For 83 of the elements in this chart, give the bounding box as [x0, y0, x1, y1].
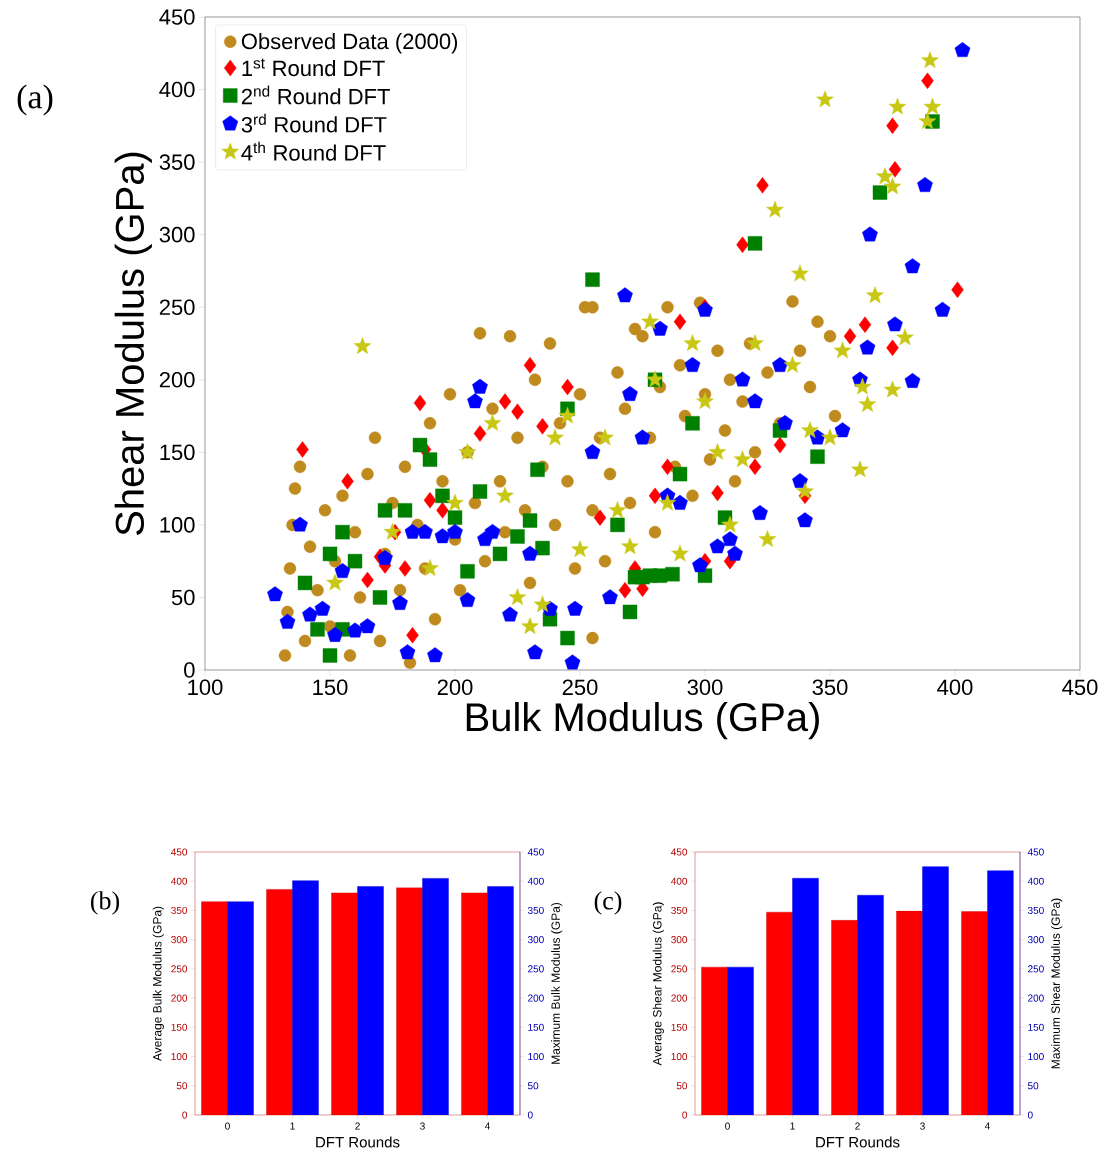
- y2-tick-label: 100: [1028, 1053, 1044, 1061]
- x-tick-label: 3: [920, 1122, 925, 1130]
- y-tick-label: 200: [171, 994, 188, 1002]
- x-tick-label: 2: [855, 1122, 860, 1130]
- y-tick-label: 450: [171, 848, 188, 856]
- y-tick-label: 100: [160, 517, 195, 533]
- y-tick-label: 350: [159, 154, 195, 170]
- y2-tick-label: 450: [1027, 848, 1044, 856]
- x-tick-label: 400: [937, 679, 973, 696]
- x-tick-label: 300: [687, 679, 723, 696]
- x-tick-label: 2: [355, 1122, 360, 1130]
- y-axis-title: Shear Modulus (GPa): [114, 152, 152, 536]
- y-tick-label: 450: [671, 848, 688, 856]
- x-axis-title: DFT Rounds: [816, 1136, 900, 1148]
- y2-tick-label: 50: [527, 1082, 539, 1090]
- y-axis-title: Average Shear Modulus (GPa): [652, 902, 664, 1066]
- x-tick-label: 1: [790, 1122, 795, 1130]
- x-axis-title: Bulk Modulus (GPa): [466, 701, 819, 740]
- x-tick-label: 0: [225, 1122, 230, 1130]
- y2-tick-label: 100: [528, 1053, 544, 1061]
- y-tick-label: 0: [184, 662, 195, 678]
- x-tick-label: 350: [812, 679, 848, 696]
- y-tick-label: 250: [671, 965, 688, 973]
- text: (b): [90, 891, 120, 915]
- y2-tick-label: 50: [1027, 1082, 1039, 1090]
- y-tick-label: 100: [671, 1053, 688, 1061]
- legend-label: 1$^{st}$ Round DFT: [242, 58, 385, 77]
- x-tick-label: 450: [1062, 679, 1098, 696]
- y-tick-label: 400: [671, 877, 688, 885]
- y-tick-label: 400: [159, 81, 195, 98]
- y-tick-label: 50: [171, 589, 195, 606]
- legend-label: Observed Data (2000): [241, 33, 458, 54]
- x-tick-label: 3: [420, 1122, 425, 1130]
- y2-tick-label: 0: [1027, 1111, 1033, 1119]
- y2-tick-label: 400: [1027, 877, 1044, 885]
- x-tick-label: 200: [437, 679, 473, 696]
- x-tick-label: 250: [562, 679, 598, 696]
- y2-tick-label: 150: [1028, 1023, 1044, 1031]
- y-tick-label: 450: [159, 9, 195, 25]
- y-tick-label: 0: [682, 1111, 688, 1119]
- y2-tick-label: 0: [527, 1111, 533, 1119]
- x-tick-label: 0: [725, 1122, 730, 1130]
- y-tick-label: 350: [171, 906, 188, 914]
- y-tick-label: 300: [171, 936, 188, 944]
- x-axis-title: DFT Rounds: [316, 1136, 400, 1148]
- y-tick-label: 250: [171, 965, 188, 973]
- y-tick-label: 250: [159, 299, 195, 316]
- y2-tick-label: 250: [528, 965, 544, 973]
- text: (a): [17, 84, 53, 116]
- y2-tick-label: 300: [1027, 936, 1044, 944]
- y-tick-label: 150: [160, 444, 195, 461]
- y-tick-label: 50: [176, 1082, 188, 1090]
- y2-axis-title: Maximum Shear Modulus (GPa): [1051, 898, 1063, 1069]
- y-tick-label: 400: [171, 877, 188, 885]
- y-tick-label: 100: [171, 1053, 188, 1061]
- y2-tick-label: 200: [528, 994, 544, 1002]
- x-tick-label: 1: [290, 1122, 295, 1130]
- y-tick-label: 200: [159, 371, 195, 388]
- y2-tick-label: 200: [1028, 994, 1044, 1002]
- y-tick-label: 150: [671, 1023, 688, 1031]
- y2-tick-label: 300: [527, 936, 544, 944]
- legend-label: 2$^{nd}$ Round DFT: [241, 85, 390, 105]
- y-axis-title: Average Bulk Modulus (GPa): [152, 906, 164, 1062]
- y-tick-label: 50: [676, 1082, 688, 1090]
- y-tick-label: 350: [671, 906, 688, 914]
- y2-tick-label: 350: [527, 906, 544, 914]
- y2-axis-title: Maximum Bulk Modulus (GPa): [551, 902, 563, 1064]
- y-tick-label: 150: [171, 1023, 188, 1031]
- legend-label: 3$^{rd}$ Round DFT: [241, 113, 387, 133]
- y2-tick-label: 350: [1027, 906, 1044, 914]
- x-tick-label: 4: [984, 1122, 990, 1130]
- y2-tick-label: 150: [528, 1023, 544, 1031]
- y-tick-label: 0: [182, 1111, 188, 1119]
- y2-tick-label: 250: [1028, 965, 1044, 973]
- text: (c): [594, 891, 622, 915]
- y-tick-label: 200: [671, 994, 688, 1002]
- x-tick-label: 4: [484, 1122, 490, 1130]
- y-tick-label: 300: [159, 226, 195, 243]
- y2-tick-label: 400: [527, 877, 544, 885]
- y-tick-label: 300: [671, 936, 688, 944]
- y2-tick-label: 450: [527, 848, 544, 856]
- x-tick-label: 150: [313, 679, 348, 696]
- legend-label: 4$^{th}$ Round DFT: [241, 141, 386, 161]
